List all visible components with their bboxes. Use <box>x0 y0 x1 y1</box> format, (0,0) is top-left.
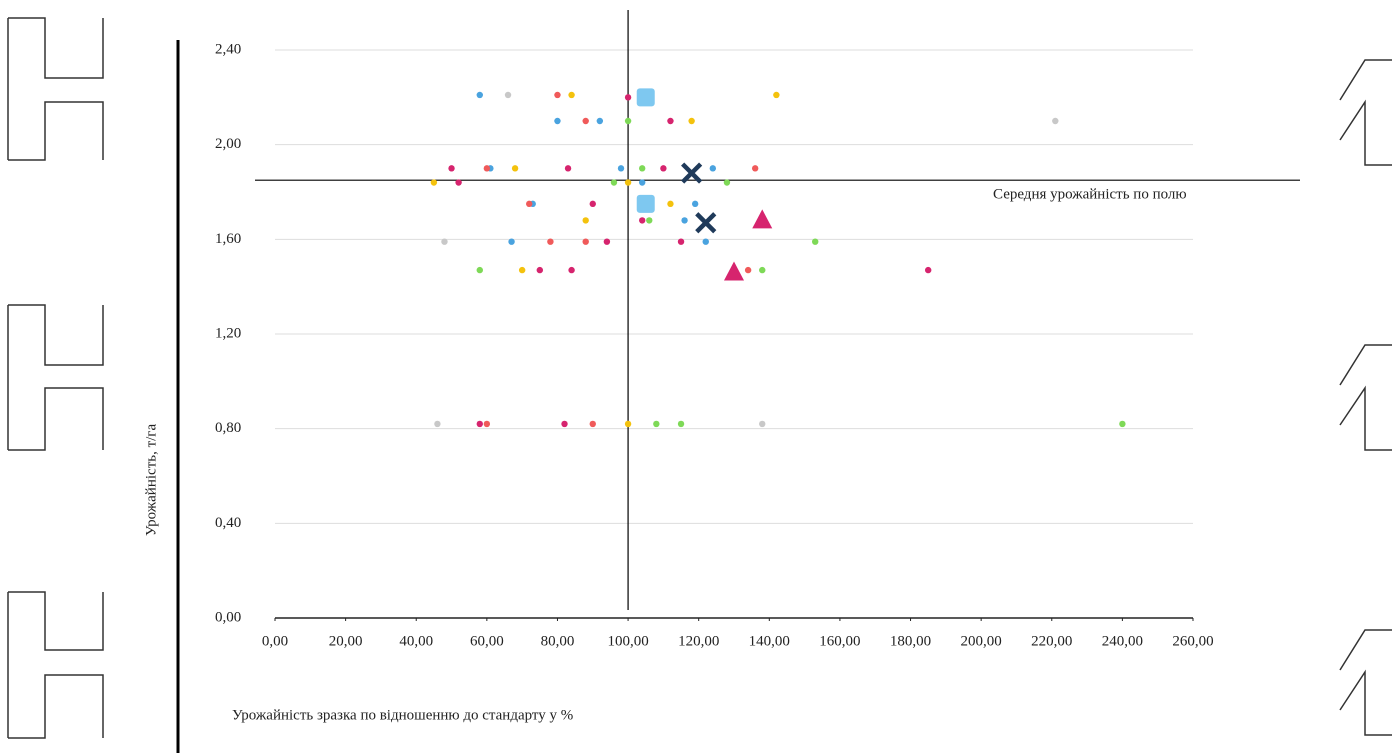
marker <box>724 179 730 185</box>
x-tick-label: 220,00 <box>1031 633 1072 649</box>
x-tick-label: 200,00 <box>961 633 1002 649</box>
marker <box>505 92 511 98</box>
marker <box>1119 421 1125 427</box>
marker <box>678 421 684 427</box>
marker <box>646 217 652 223</box>
marker <box>441 239 447 245</box>
marker <box>477 267 483 273</box>
x-tick-label: 260,00 <box>1172 633 1213 649</box>
marker <box>625 421 631 427</box>
marker <box>547 239 553 245</box>
x-axis-label: Урожайність зразка по відношенню до стан… <box>232 707 573 723</box>
x-tick-label: 140,00 <box>749 633 790 649</box>
marker <box>925 267 931 273</box>
marker <box>604 239 610 245</box>
marker <box>568 92 574 98</box>
y-tick-label: 2,40 <box>215 41 241 57</box>
marker <box>724 261 744 280</box>
marker <box>1052 118 1058 124</box>
y-tick-label: 1,60 <box>215 231 241 247</box>
annotation: Середня урожайність по полю <box>993 186 1187 202</box>
marker <box>683 164 701 182</box>
marker <box>678 239 684 245</box>
marker <box>667 201 673 207</box>
y-tick-label: 2,00 <box>215 136 241 152</box>
marker <box>512 165 518 171</box>
marker <box>434 421 440 427</box>
marker <box>526 201 532 207</box>
marker <box>639 165 645 171</box>
x-tick-label: 240,00 <box>1102 633 1143 649</box>
marker <box>688 118 694 124</box>
marker <box>812 239 818 245</box>
marker <box>583 217 589 223</box>
x-tick-label: 0,00 <box>262 633 288 649</box>
marker <box>583 118 589 124</box>
marker <box>710 165 716 171</box>
marker <box>477 92 483 98</box>
marker <box>692 201 698 207</box>
marker <box>759 421 765 427</box>
marker <box>554 118 560 124</box>
chart: Середня урожайність по полю Урожайність … <box>0 0 1392 753</box>
marker <box>583 239 589 245</box>
marker <box>639 179 645 185</box>
marker <box>625 179 631 185</box>
marker <box>590 421 596 427</box>
marker <box>455 179 461 185</box>
marker <box>653 421 659 427</box>
x-tick-label: 160,00 <box>819 633 860 649</box>
y-tick-label: 1,20 <box>215 325 241 341</box>
marker <box>773 92 779 98</box>
x-tick-label: 100,00 <box>607 633 648 649</box>
marker <box>611 179 617 185</box>
marker <box>752 165 758 171</box>
marker <box>703 239 709 245</box>
marker <box>431 179 437 185</box>
marker <box>639 217 645 223</box>
marker <box>537 267 543 273</box>
marker <box>484 165 490 171</box>
marker <box>477 421 483 427</box>
marker <box>508 239 514 245</box>
marker <box>484 421 490 427</box>
marker <box>667 118 673 124</box>
marker <box>554 92 560 98</box>
marker <box>697 214 715 232</box>
marker <box>590 201 596 207</box>
marker <box>561 421 567 427</box>
marker <box>759 267 765 273</box>
x-tick-label: 20,00 <box>329 633 363 649</box>
y-axis-label: Урожайність, т/га <box>143 424 159 537</box>
x-tick-label: 120,00 <box>678 633 719 649</box>
x-tick-label: 180,00 <box>890 633 931 649</box>
x-tick-label: 60,00 <box>470 633 504 649</box>
marker <box>519 267 525 273</box>
marker <box>752 209 772 228</box>
marker <box>597 118 603 124</box>
x-tick-label: 40,00 <box>399 633 433 649</box>
y-tick-label: 0,00 <box>215 609 241 625</box>
y-tick-label: 0,80 <box>215 420 241 436</box>
marker <box>637 195 655 213</box>
marker <box>625 118 631 124</box>
marker <box>637 88 655 106</box>
marker <box>660 165 666 171</box>
marker <box>618 165 624 171</box>
marker <box>448 165 454 171</box>
x-tick-label: 80,00 <box>541 633 575 649</box>
marker <box>568 267 574 273</box>
marker <box>745 267 751 273</box>
marker <box>681 217 687 223</box>
y-tick-label: 0,40 <box>215 515 241 531</box>
marker <box>625 94 631 100</box>
marker <box>565 165 571 171</box>
